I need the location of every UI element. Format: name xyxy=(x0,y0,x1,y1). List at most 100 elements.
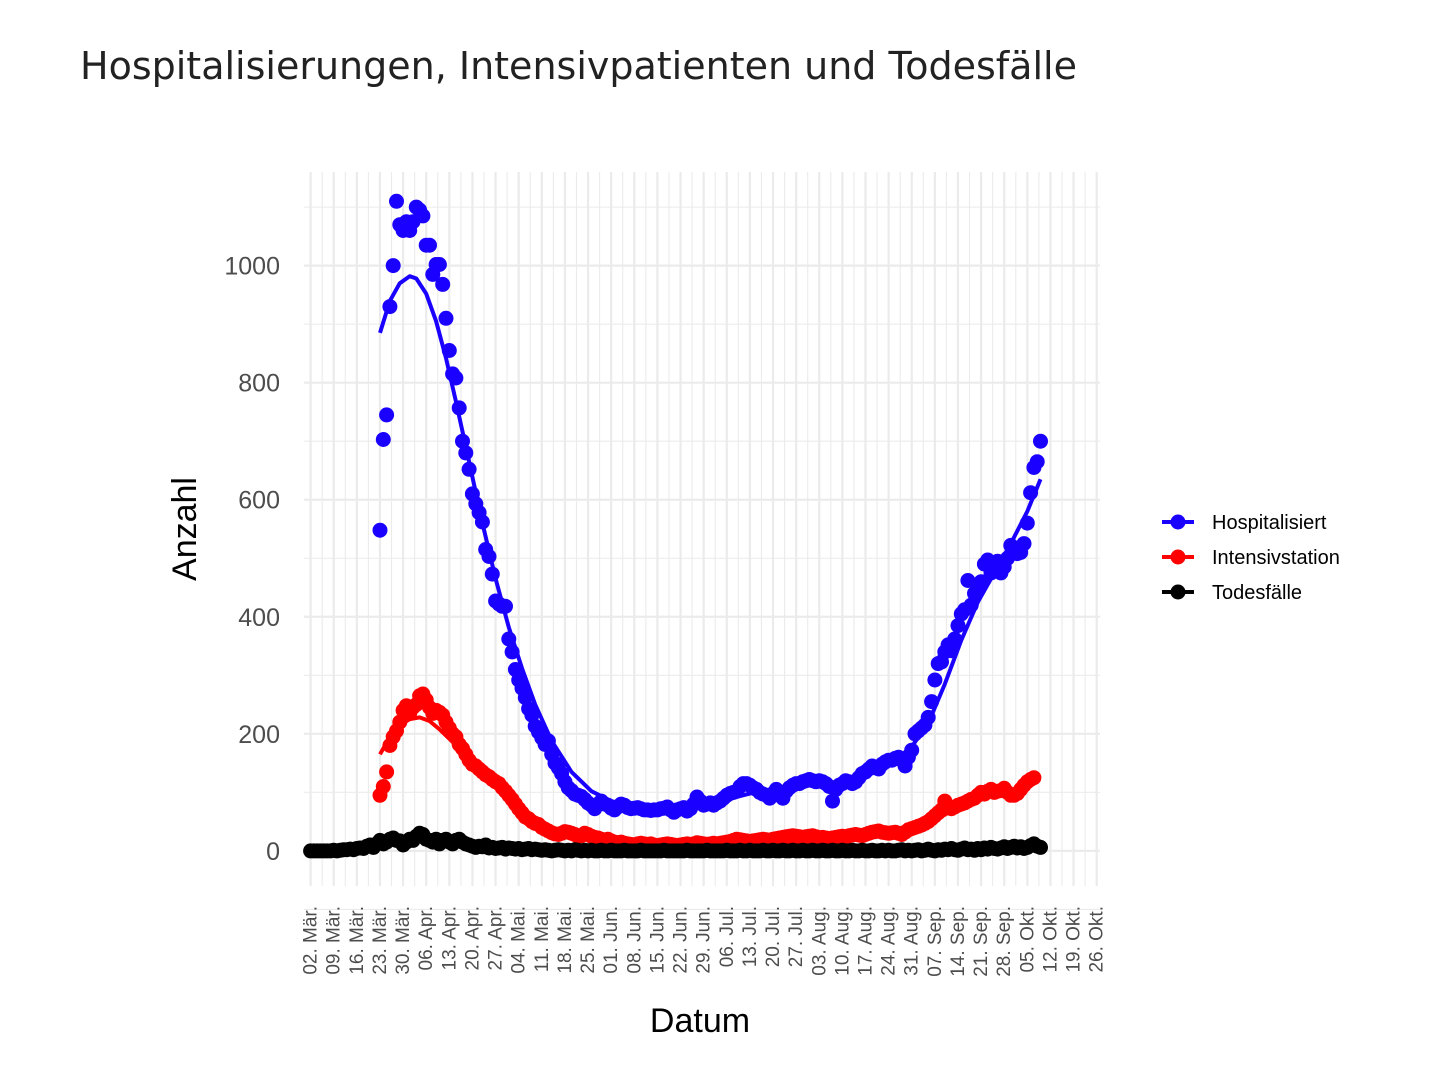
data-point xyxy=(920,709,936,725)
x-tick-label: 14. Sep. xyxy=(948,906,969,977)
data-point xyxy=(1029,454,1045,470)
x-tick-label: 20. Jul. xyxy=(763,906,784,967)
x-tick-label: 31. Aug. xyxy=(902,906,923,976)
y-tick-label: 400 xyxy=(238,604,280,632)
y-tick-label: 1000 xyxy=(224,253,280,281)
data-point xyxy=(461,461,477,477)
x-tick-label: 02. Mär. xyxy=(301,906,322,975)
x-tick-label: 03. Aug. xyxy=(809,906,830,976)
series-intensivstation xyxy=(372,686,1042,854)
legend-key-dot xyxy=(1170,549,1186,565)
x-tick-label: 05. Okt. xyxy=(1017,906,1038,973)
data-point xyxy=(904,742,920,758)
legend-label: Intensivstation xyxy=(1212,547,1340,569)
data-point xyxy=(927,672,943,688)
series-layer xyxy=(303,193,1048,859)
data-point xyxy=(1019,515,1035,531)
y-tick-label: 0 xyxy=(266,838,280,866)
x-tick-label: 09. Mär. xyxy=(324,906,345,975)
x-axis-ticks: 02. Mär. 09. Mär. 16. Mär. 23. Mär. 30. Mär.… xyxy=(301,906,1108,977)
legend-label: Todesfälle xyxy=(1212,582,1302,604)
legend: Hospitalisiert Intensivstation Todesfälle xyxy=(1162,512,1340,604)
legend-key-dot xyxy=(1170,514,1186,530)
x-tick-label: 24. Aug. xyxy=(879,906,900,976)
x-tick-label: 07. Sep. xyxy=(925,906,946,977)
legend-label: Hospitalisiert xyxy=(1212,512,1327,534)
x-tick-label: 18. Mai. xyxy=(555,906,576,974)
data-point xyxy=(435,276,451,292)
x-tick-label: 29. Jun. xyxy=(694,906,715,974)
x-tick-label: 11. Mai. xyxy=(532,906,553,972)
data-point xyxy=(1026,770,1042,786)
data-point xyxy=(1033,839,1048,855)
legend-item: Todesfälle xyxy=(1162,582,1302,604)
series-hospitalisiert xyxy=(372,193,1048,820)
data-point xyxy=(379,764,395,780)
x-tick-label: 01. Jun. xyxy=(601,906,622,974)
x-tick-label: 19. Okt. xyxy=(1064,906,1085,973)
x-tick-label: 12. Okt. xyxy=(1040,906,1061,973)
data-point xyxy=(481,549,497,564)
data-point xyxy=(372,522,388,538)
data-point xyxy=(484,566,500,582)
data-point xyxy=(375,432,391,447)
data-point xyxy=(392,714,408,730)
data-point xyxy=(950,618,966,634)
x-tick-label: 16. Mär. xyxy=(347,906,368,975)
data-point xyxy=(441,343,457,358)
trend-line xyxy=(378,274,1043,811)
data-point xyxy=(501,631,517,647)
legend-key-dot xyxy=(1170,584,1186,600)
x-tick-label: 06. Apr. xyxy=(416,906,437,970)
data-point xyxy=(943,643,959,659)
x-axis-title: Datum xyxy=(650,1002,750,1040)
x-tick-label: 17. Aug. xyxy=(855,906,876,976)
data-point xyxy=(375,779,391,794)
data-point xyxy=(455,433,470,449)
x-tick-label: 25. Mai. xyxy=(578,906,599,974)
x-tick-label: 27. Jul. xyxy=(786,906,807,967)
legend-item: Hospitalisiert xyxy=(1162,512,1327,534)
data-point xyxy=(422,237,437,253)
y-tick-label: 800 xyxy=(238,370,280,398)
x-tick-label: 04. Mai. xyxy=(509,906,530,974)
x-tick-label: 10. Aug. xyxy=(832,906,853,976)
data-point xyxy=(924,694,940,710)
y-tick-label: 200 xyxy=(238,721,280,749)
data-point xyxy=(448,370,464,386)
chart-title: Hospitalisierungen, Intensivpatienten un… xyxy=(80,44,1077,88)
x-tick-label: 13. Jul. xyxy=(740,906,761,967)
data-point xyxy=(963,597,979,613)
x-tick-label: 21. Sep. xyxy=(971,906,992,977)
x-tick-label: 08. Jun. xyxy=(624,906,645,974)
data-point xyxy=(973,574,989,590)
data-point xyxy=(825,793,840,809)
data-point xyxy=(385,258,401,274)
data-point xyxy=(540,733,556,749)
data-point xyxy=(1033,433,1048,449)
x-tick-label: 06. Jul. xyxy=(717,906,738,967)
x-tick-label: 15. Jun. xyxy=(647,906,668,974)
data-point xyxy=(1016,536,1032,552)
data-point xyxy=(504,644,520,660)
series-todesflle xyxy=(303,825,1048,859)
data-point xyxy=(438,310,454,326)
data-point xyxy=(947,631,963,647)
data-point xyxy=(474,514,490,530)
y-axis-ticks: 0 200 400 600 800 1000 xyxy=(224,253,280,866)
x-tick-label: 26. Okt. xyxy=(1087,906,1108,973)
data-point xyxy=(458,445,474,461)
x-tick-label: 28. Sep. xyxy=(994,906,1015,977)
data-point xyxy=(379,407,395,423)
x-tick-label: 27. Apr. xyxy=(486,906,507,970)
data-point xyxy=(415,208,431,224)
x-tick-label: 22. Jun. xyxy=(671,906,692,974)
x-tick-label: 30. Mär. xyxy=(393,906,414,975)
data-point xyxy=(1023,485,1039,501)
y-tick-label: 600 xyxy=(238,487,280,515)
x-tick-label: 20. Apr. xyxy=(462,906,483,970)
data-point xyxy=(498,598,513,614)
legend-item: Intensivstation xyxy=(1162,547,1340,569)
x-tick-label: 13. Apr. xyxy=(439,906,460,970)
